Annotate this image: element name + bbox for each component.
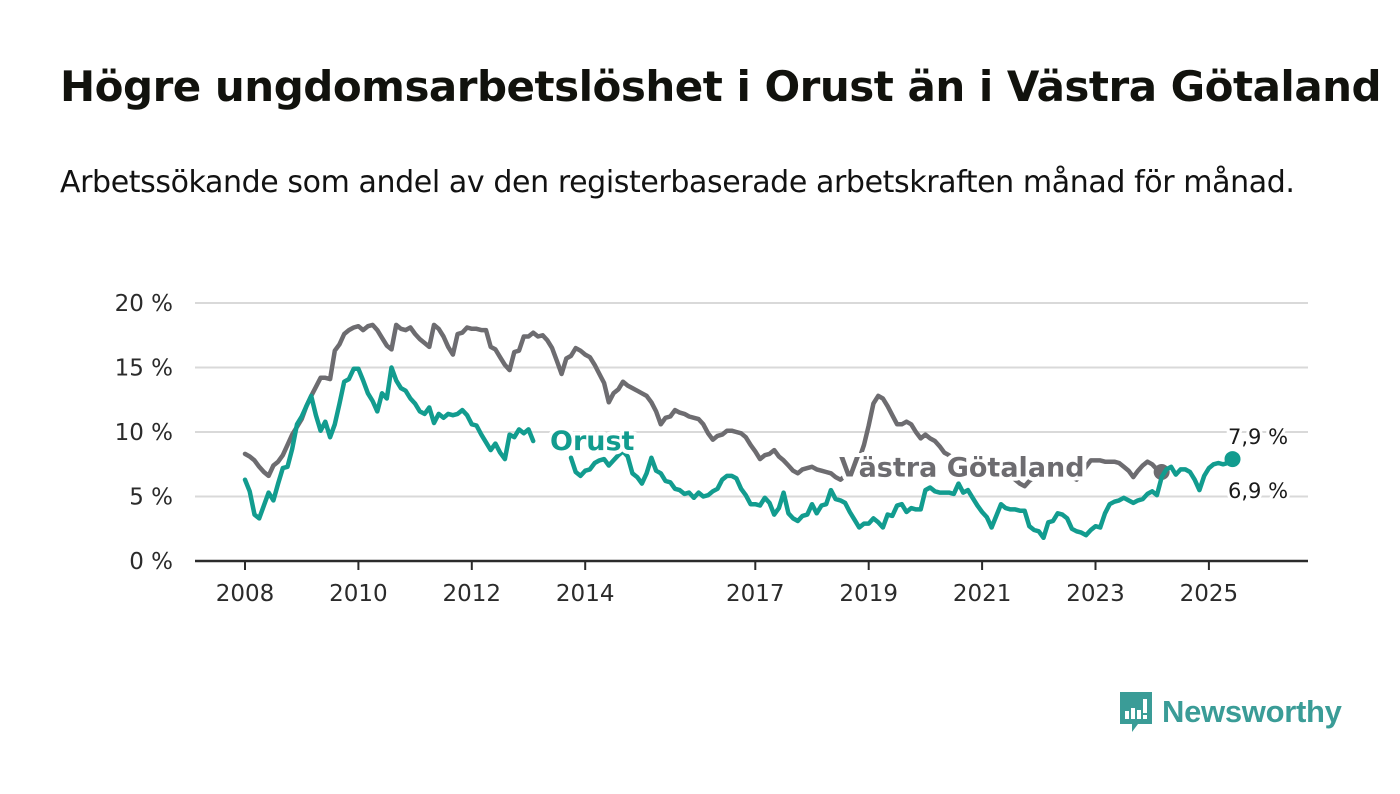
x-tick-label: 2014 <box>556 581 615 607</box>
y-tick-label: 5 % <box>129 485 173 511</box>
x-tick-label: 2012 <box>443 581 502 607</box>
series-lines <box>242 322 1241 541</box>
brand-name: Newsworthy <box>1162 694 1342 729</box>
newsworthy-chart-bubble-icon <box>1120 692 1152 732</box>
y-tick-label: 20 % <box>115 291 173 317</box>
series-line-orust <box>242 365 1235 541</box>
chart-subtitle: Arbetssökande som andel av den registerb… <box>60 165 1295 200</box>
y-tick-label: 15 % <box>115 356 173 382</box>
series-label-v-stra-g-taland: Västra Götaland <box>839 453 1084 484</box>
end-marker-orust <box>1224 451 1241 468</box>
series-label-orust: Orust <box>550 426 635 457</box>
end-value-label-v-stra-g-taland: 6,9 % <box>1228 479 1288 503</box>
y-axis-labels: 0 % 5 % 10 % 15 % 20 % <box>115 291 173 575</box>
newsworthy-logo: Newsworthy <box>1118 690 1342 734</box>
series-line-v-stra-g-taland <box>242 322 1164 489</box>
x-tick-label: 2019 <box>839 581 898 607</box>
chart-title: Högre ungdomsarbetslöshet i Orust än i V… <box>60 62 1382 111</box>
series-labels: Västra Götaland 6,9 % Orust 7,9 % <box>546 422 1291 506</box>
x-tick-label: 2010 <box>329 581 388 607</box>
x-tick-label: 2025 <box>1180 581 1239 607</box>
y-tick-label: 10 % <box>115 420 173 446</box>
end-value-label-orust: 7,9 % <box>1228 425 1288 449</box>
x-tick-label: 2021 <box>953 581 1012 607</box>
x-tick-label: 2008 <box>216 581 275 607</box>
x-tick-label: 2017 <box>726 581 785 607</box>
y-tick-label: 0 % <box>129 549 173 575</box>
x-axis: 2008 2010 2012 2014 2017 2019 2021 2023 2025 <box>195 559 1308 607</box>
x-tick-label: 2023 <box>1066 581 1125 607</box>
